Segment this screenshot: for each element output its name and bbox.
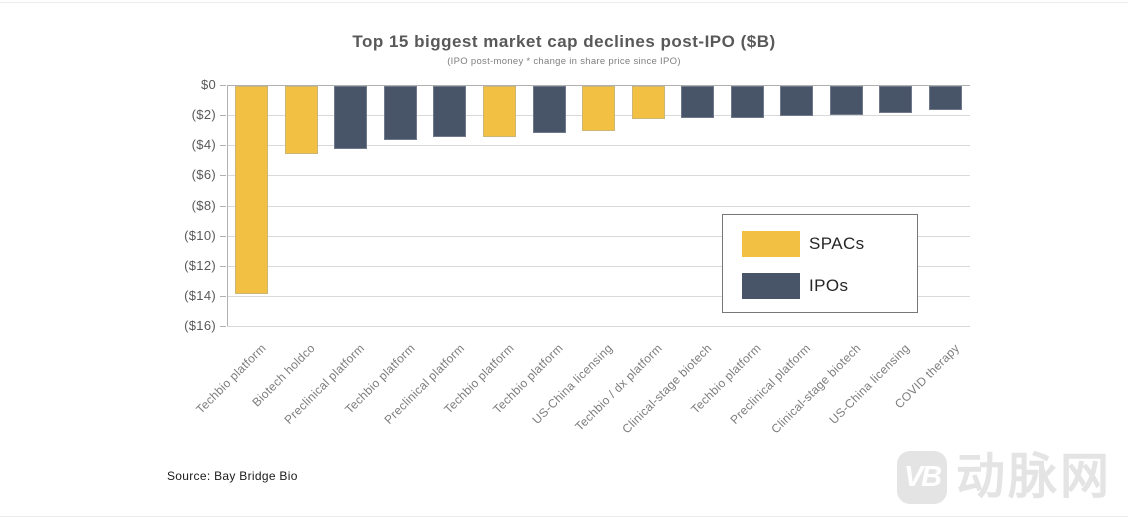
ipos-swatch-icon [742,273,800,299]
bottom-divider [0,516,1128,517]
y-axis-label: ($8) [191,197,216,213]
vb-logo-icon: VB [897,451,947,504]
bar-spac [235,86,269,294]
y-axis-tick [220,326,226,327]
x-axis-label: Techbio / dx platform [572,341,665,434]
bar-ipo [780,86,814,117]
bar-ipo [681,86,715,118]
bar-ipo [334,86,368,150]
y-axis-label: ($2) [191,107,216,123]
watermark-brand-text: 动脉网 [956,450,1113,504]
y-axis-label: ($16) [184,318,216,333]
y-axis-label: $0 [200,77,216,92]
legend-label-ipos: IPOs [809,276,849,295]
y-axis-tick [220,235,226,237]
y-axis-tick [220,115,226,117]
y-axis-label: ($14) [184,287,216,303]
gridline [227,205,970,207]
bar-ipo [730,86,764,118]
y-axis-tick [220,295,226,297]
bar-ipo [879,86,913,114]
y-axis-tick [220,145,226,147]
y-axis-line [227,85,228,326]
gridline [227,295,970,297]
bar-ipo [928,86,962,111]
x-axis-label: Clinical-stage biotech [767,341,864,437]
bar-spac [482,86,516,138]
bar-ipo [829,86,863,115]
y-axis-tick [220,265,226,267]
y-axis-tick [220,175,226,177]
y-axis-label: ($4) [191,137,216,153]
source-note: Source: Bay Bridge Bio [167,469,298,483]
watermark: VB 动脉网 [897,451,1112,504]
bar-spac [284,86,318,154]
y-axis-label: ($12) [184,257,216,273]
legend-item-spacs: SPACs [742,231,917,257]
y-axis-tick [220,85,226,86]
gridline [227,145,970,147]
top-divider [0,2,1128,3]
bar-ipo [433,86,467,138]
y-axis-tick [220,205,226,207]
spacs-swatch-icon [742,231,800,257]
y-axis-label: ($6) [191,167,216,183]
bar-ipo [383,86,417,141]
x-axis-label: Clinical-stage biotech [619,341,715,437]
legend-label-spacs: SPACs [809,234,865,253]
gridline [227,326,970,327]
legend: SPACs IPOs [722,214,918,313]
zero-gridline [227,85,970,86]
bar-spac [631,86,665,120]
gridline [227,175,970,177]
chart-subtitle: (IPO post-money * change in share price … [447,56,681,67]
chart-title: Top 15 biggest market cap declines post-… [352,32,776,51]
bar-spac [582,86,615,132]
bar-ipo [532,86,566,133]
y-axis-label: ($10) [184,227,216,243]
gridline [227,235,970,237]
gridline [227,265,970,267]
legend-item-ipos: IPOs [742,273,917,299]
